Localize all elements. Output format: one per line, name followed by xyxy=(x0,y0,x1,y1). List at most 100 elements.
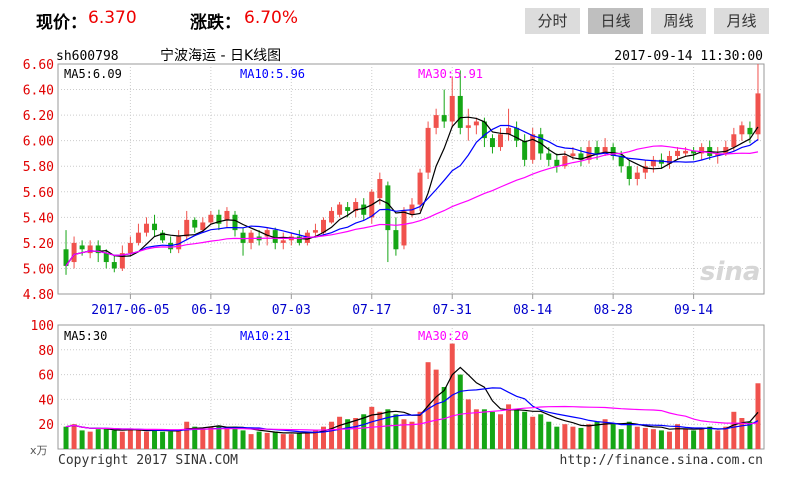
volume-bar xyxy=(610,424,616,449)
candle-body xyxy=(240,232,246,243)
candle-body xyxy=(216,214,222,224)
date-label: 09-14 xyxy=(674,303,713,318)
volume-bar xyxy=(337,416,343,449)
price-tick-label: 5.40 xyxy=(23,211,54,226)
volume-bar xyxy=(747,421,753,449)
volume-bar xyxy=(642,427,648,449)
candle-body xyxy=(337,204,343,215)
volume-bar xyxy=(168,431,174,449)
volume-bar xyxy=(103,427,109,449)
volume-bar xyxy=(514,409,520,449)
candle-body xyxy=(554,159,560,167)
vol-legend-ma30: MA30:20 xyxy=(418,329,469,343)
volume-bar xyxy=(707,426,713,449)
candle-body xyxy=(755,93,761,135)
volume-bar xyxy=(618,429,624,449)
tab-weekly[interactable]: 周线 xyxy=(651,8,706,34)
volume-bar xyxy=(361,414,367,449)
candle-body xyxy=(570,153,576,156)
volume-bar xyxy=(441,387,447,449)
candle-body xyxy=(71,242,77,263)
date-label: 07-03 xyxy=(272,303,311,318)
volume-bar xyxy=(393,414,399,449)
candle-body xyxy=(417,172,423,205)
candle-body xyxy=(739,125,745,135)
candle-body xyxy=(691,150,697,154)
volume-bar xyxy=(715,430,721,449)
candle-body xyxy=(634,172,640,179)
volume-bar xyxy=(691,430,697,449)
vol-tick-label: 40 xyxy=(38,393,54,408)
candle-body xyxy=(401,210,407,246)
candle-body xyxy=(683,150,689,154)
source-url[interactable]: http://finance.sina.com.cn xyxy=(560,453,764,468)
volume-bar xyxy=(264,432,270,449)
tab-monthly[interactable]: 月线 xyxy=(714,8,769,34)
candle-body xyxy=(111,262,117,269)
volume-bar xyxy=(184,421,190,449)
volume-bar xyxy=(321,426,326,449)
volume-bar xyxy=(650,429,656,449)
candle-body xyxy=(675,150,681,156)
vol-legend-ma10: MA10:21 xyxy=(240,329,291,343)
legend-ma10: MA10:5.96 xyxy=(240,67,305,81)
tab-intraday[interactable]: 分时 xyxy=(525,8,580,34)
candle-body xyxy=(280,240,286,243)
candle-body xyxy=(602,147,608,154)
candle-body xyxy=(377,179,383,199)
volume-bar xyxy=(586,424,592,449)
candle-body xyxy=(385,185,391,231)
sina-watermark: sina xyxy=(700,257,760,287)
candle-body xyxy=(264,230,270,237)
candle-body xyxy=(160,232,166,241)
candle-body xyxy=(296,236,302,243)
candle-body xyxy=(345,207,351,211)
vol-legend-ma5: MA5:30 xyxy=(64,329,107,343)
volume-bar xyxy=(626,421,632,449)
volume-bar xyxy=(369,406,375,449)
volume-bar xyxy=(288,434,294,449)
volume-bar xyxy=(79,430,85,449)
volume-bar xyxy=(304,431,310,449)
price-tick-label: 6.20 xyxy=(23,109,54,124)
chart-title: 宁波海运 - 日K线图 xyxy=(160,47,281,64)
volume-bar xyxy=(457,374,463,449)
volume-bar xyxy=(433,369,439,449)
volume-bar xyxy=(111,430,117,449)
volume-bar xyxy=(675,424,681,449)
volume-bar xyxy=(200,429,206,449)
candle-body xyxy=(321,219,326,233)
tab-daily[interactable]: 日线 xyxy=(588,8,643,34)
candle-body xyxy=(449,95,455,122)
candle-body xyxy=(441,115,447,122)
volume-bar xyxy=(498,414,503,449)
candle-body xyxy=(578,153,584,160)
volume-bar xyxy=(666,431,672,449)
quote-header: 现价： 6.370 涨跌： 6.70% 分时 日线 周线 月线 xyxy=(0,0,797,42)
candle-body xyxy=(650,159,656,167)
volume-bar xyxy=(602,419,608,449)
change-value: 6.70% xyxy=(244,8,299,28)
volume-bar xyxy=(570,426,576,449)
volume-bar xyxy=(135,430,141,449)
candle-body xyxy=(433,115,439,128)
volume-bar xyxy=(248,434,254,449)
candle-body xyxy=(562,156,568,167)
volume-bar xyxy=(280,434,286,449)
price-value: 6.370 xyxy=(88,8,137,28)
volume-bar xyxy=(256,431,262,449)
volume-bar xyxy=(377,411,383,449)
candle-body xyxy=(312,230,318,233)
candle-body xyxy=(489,138,495,148)
volume-bar xyxy=(232,426,238,449)
candle-body xyxy=(594,147,600,154)
volume-bar xyxy=(683,429,689,449)
volume-bar xyxy=(127,429,133,449)
volume-unit: x万 xyxy=(30,444,48,457)
vol-ma30-line xyxy=(65,405,759,431)
volume-bar xyxy=(63,426,69,449)
candle-body xyxy=(658,159,664,164)
legend-ma5: MA5:6.09 xyxy=(64,67,122,81)
volume-bar xyxy=(312,430,318,449)
candle-body xyxy=(208,214,214,223)
